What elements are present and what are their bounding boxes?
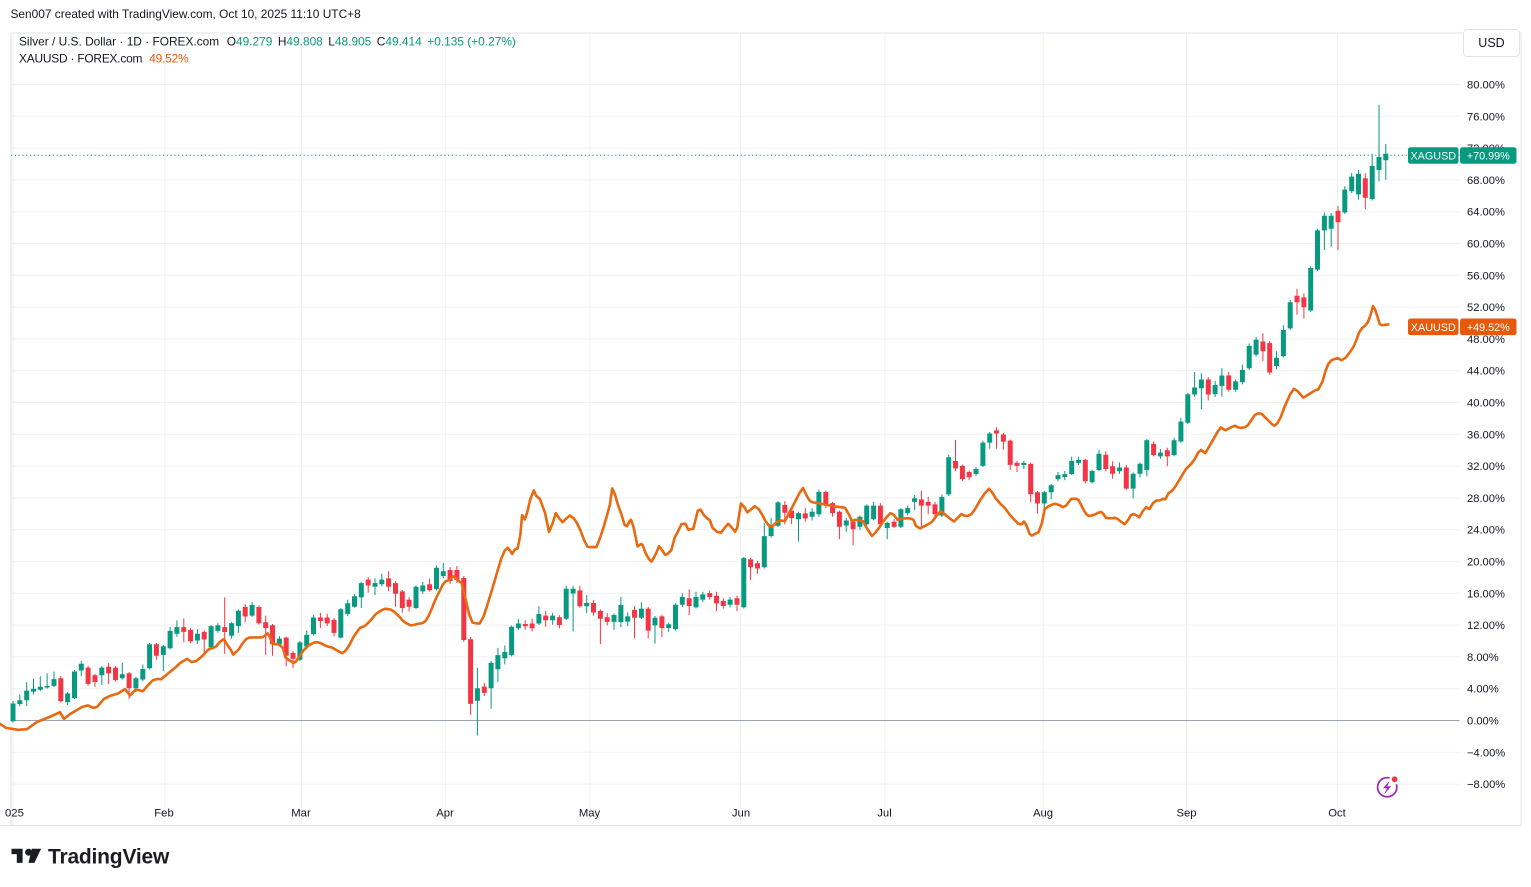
svg-text:Aug: Aug (1033, 808, 1053, 820)
svg-text:64.00%: 64.00% (1467, 207, 1505, 219)
svg-text:4.00%: 4.00% (1467, 684, 1499, 696)
svg-text:Sep: Sep (1176, 808, 1196, 820)
svg-text:USD: USD (1478, 36, 1504, 50)
svg-text:Oct: Oct (1328, 808, 1346, 820)
svg-text:48.00%: 48.00% (1467, 334, 1505, 346)
svg-text:36.00%: 36.00% (1467, 429, 1505, 441)
svg-text:28.00%: 28.00% (1467, 493, 1505, 505)
svg-text:Sen007 created with TradingVie: Sen007 created with TradingView.com, Oct… (11, 7, 362, 21)
svg-text:Jul: Jul (877, 808, 891, 820)
svg-text:52.00%: 52.00% (1467, 302, 1505, 314)
svg-text:Jun: Jun (732, 808, 750, 820)
svg-text:0.00%: 0.00% (1467, 716, 1499, 728)
svg-text:32.00%: 32.00% (1467, 461, 1505, 473)
svg-text:Feb: Feb (154, 808, 173, 820)
svg-text:16.00%: 16.00% (1467, 588, 1505, 600)
svg-text:+49.52%: +49.52% (1467, 322, 1510, 334)
svg-text:24.00%: 24.00% (1467, 525, 1505, 537)
svg-text:Apr: Apr (436, 808, 454, 820)
svg-text:Mar: Mar (291, 808, 311, 820)
svg-text:12.00%: 12.00% (1467, 620, 1505, 632)
svg-text:56.00%: 56.00% (1467, 270, 1505, 282)
svg-text:20.00%: 20.00% (1467, 557, 1505, 569)
svg-text:XAGUSD: XAGUSD (1410, 151, 1456, 163)
svg-text:025: 025 (5, 808, 24, 820)
svg-text:Silver / U.S. Dollar · 1D · FO: Silver / U.S. Dollar · 1D · FOREX.com O49… (19, 35, 516, 49)
svg-text:TradingView: TradingView (48, 846, 170, 869)
svg-text:40.00%: 40.00% (1467, 398, 1505, 410)
svg-text:60.00%: 60.00% (1467, 239, 1505, 251)
svg-text:XAUUSD: XAUUSD (1411, 322, 1456, 334)
svg-text:44.00%: 44.00% (1467, 366, 1505, 378)
svg-text:80.00%: 80.00% (1467, 80, 1505, 92)
svg-text:68.00%: 68.00% (1467, 175, 1505, 187)
svg-text:+70.99%: +70.99% (1467, 151, 1510, 163)
svg-text:76.00%: 76.00% (1467, 111, 1505, 123)
svg-text:May: May (579, 808, 601, 820)
svg-text:−8.00%: −8.00% (1467, 779, 1505, 791)
svg-text:−4.00%: −4.00% (1467, 747, 1505, 759)
svg-text:8.00%: 8.00% (1467, 652, 1499, 664)
